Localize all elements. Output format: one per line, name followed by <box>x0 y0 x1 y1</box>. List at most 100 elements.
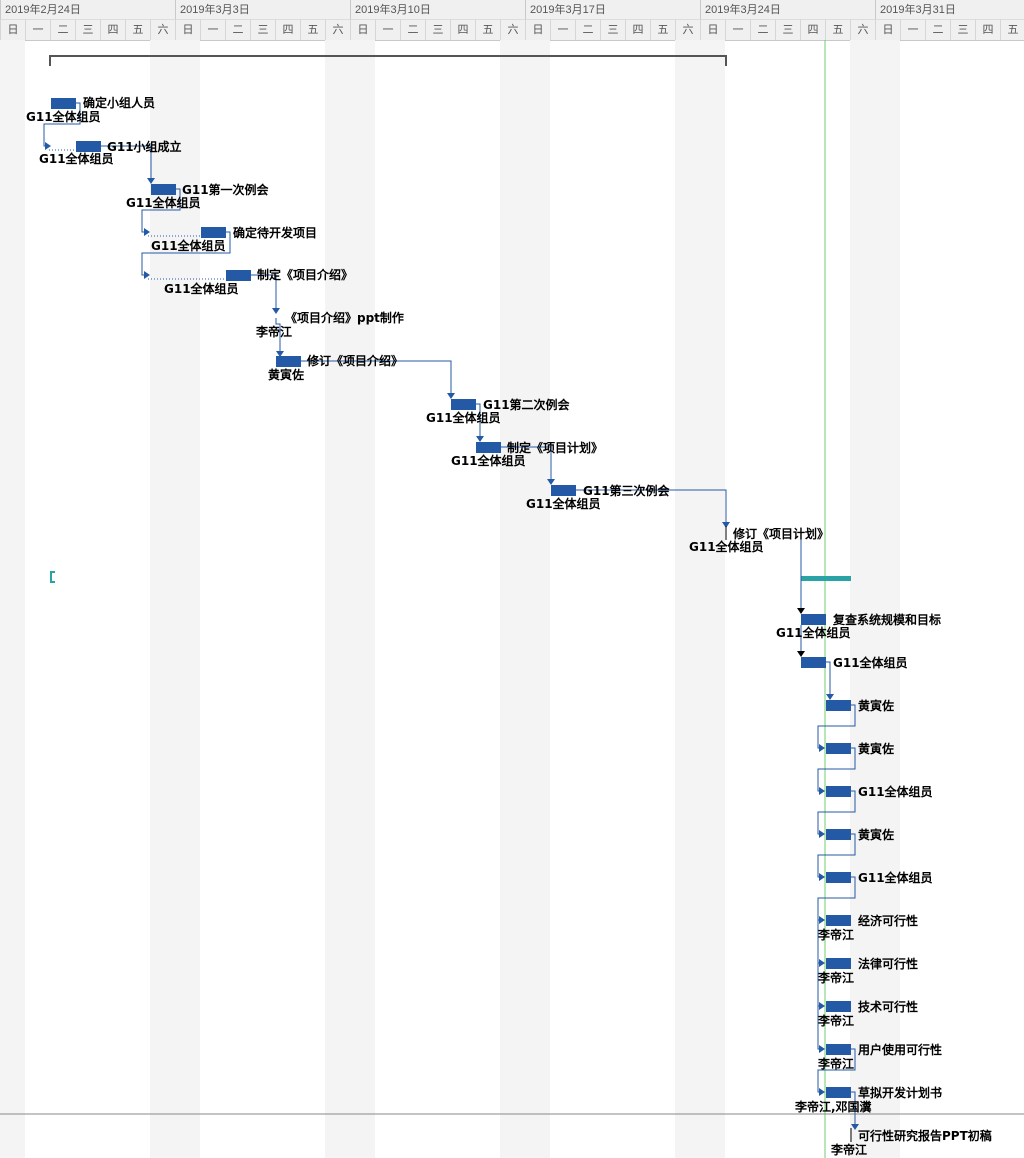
dependency-link <box>576 489 727 525</box>
weekday-label: 五 <box>125 20 150 40</box>
weekday-label: 二 <box>925 20 950 40</box>
resource-label: G11全体组员 <box>858 785 933 799</box>
arrow-head <box>797 608 805 614</box>
week-label: 2019年3月3日 <box>175 0 350 20</box>
task-bar[interactable] <box>826 958 851 969</box>
weekday-label: 四 <box>800 20 825 40</box>
weekend-shade <box>700 40 725 1158</box>
weekday-label: 二 <box>750 20 775 40</box>
arrow-head <box>819 1045 825 1053</box>
arrow-head <box>819 873 825 881</box>
dependency-link <box>817 1048 856 1093</box>
task-bar[interactable] <box>826 1044 851 1055</box>
weekend-shade <box>850 40 875 1158</box>
resource-label: G11全体组员 <box>833 656 908 670</box>
weekday-label: 二 <box>575 20 600 40</box>
weekday-label: 五 <box>650 20 675 40</box>
task-name-label: 确定小组人员 <box>83 96 156 110</box>
arrow-head <box>722 522 730 528</box>
resource-label: 李帝江 <box>818 1014 855 1028</box>
arrow-head <box>476 436 484 442</box>
weekday-label: 日 <box>175 20 200 40</box>
weekday-label: 四 <box>100 20 125 40</box>
task-name-label: 制定《项目介绍》 <box>257 268 354 282</box>
task-name-label: 法律可行性 <box>858 957 919 971</box>
task-name-label: G11第二次例会 <box>483 398 570 412</box>
weekday-label: 日 <box>525 20 550 40</box>
task-name-label: 制定《项目计划》 <box>507 441 604 455</box>
arrow-head <box>276 351 284 357</box>
dependency-link <box>817 704 856 749</box>
resource-label: G11全体组员 <box>451 454 526 468</box>
task-bar[interactable] <box>151 184 176 195</box>
resource-label: 黄寅佐 <box>858 699 895 713</box>
week-label: 2019年3月10日 <box>350 0 525 20</box>
task-bar[interactable] <box>276 356 301 367</box>
task-bar[interactable] <box>451 399 476 410</box>
weekday-label: 六 <box>150 20 175 40</box>
weekend-shade <box>675 40 700 1158</box>
weekend-shade <box>500 40 525 1158</box>
weekday-label: 六 <box>675 20 700 40</box>
task-bar[interactable] <box>826 1087 851 1098</box>
resource-label: G11全体组员 <box>526 497 601 511</box>
task-name-label: 《项目介绍》ppt制作 <box>285 311 404 325</box>
arrow-head <box>819 830 825 838</box>
week-label: 2019年2月24日 <box>0 0 175 20</box>
task-name-label: G11小组成立 <box>107 140 182 154</box>
arrow-head <box>819 959 825 967</box>
task-bar[interactable] <box>826 786 851 797</box>
weekend-shade <box>875 40 900 1158</box>
arrow-head <box>272 308 280 314</box>
arrow-head <box>819 744 825 752</box>
weekday-label: 五 <box>825 20 850 40</box>
resource-label: G11全体组员 <box>151 239 226 253</box>
weekday-label: 日 <box>350 20 375 40</box>
arrow-head <box>144 271 150 279</box>
arrow-head <box>45 142 51 150</box>
arrow-head <box>819 1002 825 1010</box>
weekend-shade <box>150 40 175 1158</box>
task-bar[interactable] <box>51 98 76 109</box>
weekday-label: 三 <box>75 20 100 40</box>
summary-bracket <box>50 571 55 583</box>
resource-label: G11全体组员 <box>126 196 201 210</box>
task-bar[interactable] <box>826 1001 851 1012</box>
task-bar[interactable] <box>476 442 501 453</box>
weekday-label: 四 <box>625 20 650 40</box>
weekday-label: 一 <box>550 20 575 40</box>
resource-label: G11全体组员 <box>164 282 239 296</box>
weekday-label: 六 <box>325 20 350 40</box>
dependency-link <box>501 446 552 482</box>
task-bar[interactable] <box>76 141 101 152</box>
arrow-head <box>147 178 155 184</box>
weekday-label: 一 <box>25 20 50 40</box>
task-bar[interactable] <box>801 614 826 625</box>
resource-label: G11全体组员 <box>858 871 933 885</box>
dependency-link <box>275 318 281 353</box>
task-name-label: G11第一次例会 <box>182 183 269 197</box>
summary-bar <box>801 576 851 581</box>
task-bar[interactable] <box>826 700 851 711</box>
task-bar[interactable] <box>551 485 576 496</box>
resource-label: G11全体组员 <box>26 110 101 124</box>
task-bar[interactable] <box>226 270 251 281</box>
dependency-link <box>251 274 277 311</box>
weekday-label: 二 <box>225 20 250 40</box>
task-bar[interactable] <box>826 915 851 926</box>
week-label: 2019年3月17日 <box>525 0 700 20</box>
task-bar[interactable] <box>826 743 851 754</box>
task-bar[interactable] <box>801 657 826 668</box>
task-bar[interactable] <box>201 227 226 238</box>
weekday-label: 三 <box>775 20 800 40</box>
task-bar[interactable] <box>826 872 851 883</box>
dependency-link <box>817 876 856 921</box>
weekday-label: 四 <box>275 20 300 40</box>
resource-label: 李帝江 <box>818 1057 855 1071</box>
dependency-link <box>141 231 231 276</box>
task-bar[interactable] <box>826 829 851 840</box>
weekday-label: 三 <box>600 20 625 40</box>
task-name-label: 草拟开发计划书 <box>858 1086 943 1100</box>
